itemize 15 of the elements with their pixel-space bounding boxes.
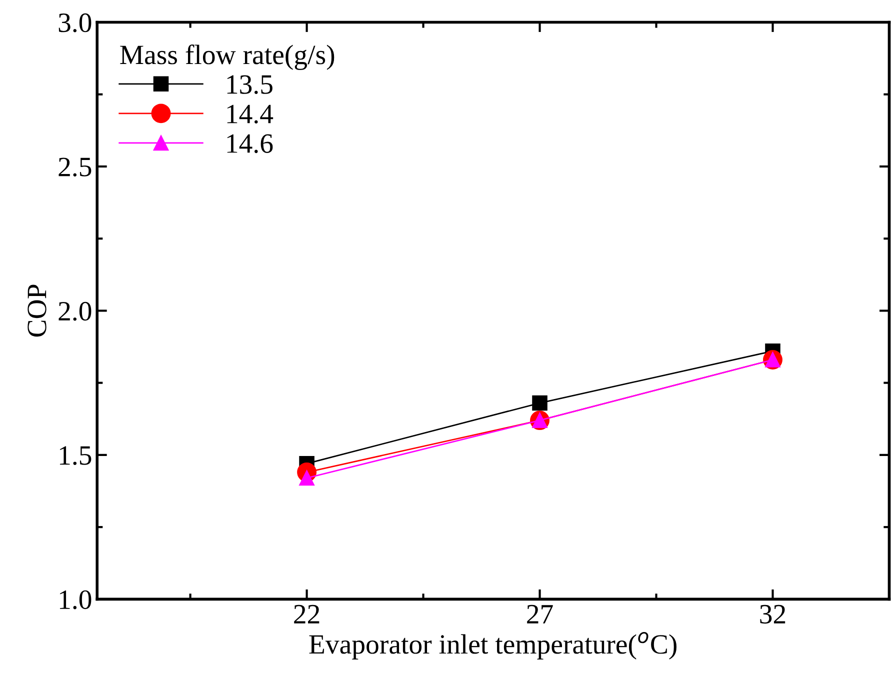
legend-label: 13.5 — [227, 75, 272, 94]
y-tick-label: 2.0 — [58, 302, 92, 321]
y-axis-title: COP — [28, 284, 46, 337]
x-axis-title: Evaporator inlet temperature($^{o}$C) — [309, 632, 676, 660]
y-tick-label: 3.0 — [58, 13, 92, 32]
y-tick-label: 1.5 — [60, 446, 92, 465]
legend-label: 14.4 — [227, 104, 274, 124]
legend-title: Mass flow rate(g/s) — [120, 44, 334, 70]
y-tick-label: 1.0 — [60, 590, 92, 610]
point — [532, 395, 548, 411]
x-tick-label: 27 — [527, 604, 553, 624]
x-tick-label: 32 — [760, 604, 786, 624]
y-tick-label: 2.5 — [58, 158, 92, 177]
x-tick-label: 22 — [294, 604, 320, 624]
legend-label: 14.6 — [227, 134, 273, 154]
